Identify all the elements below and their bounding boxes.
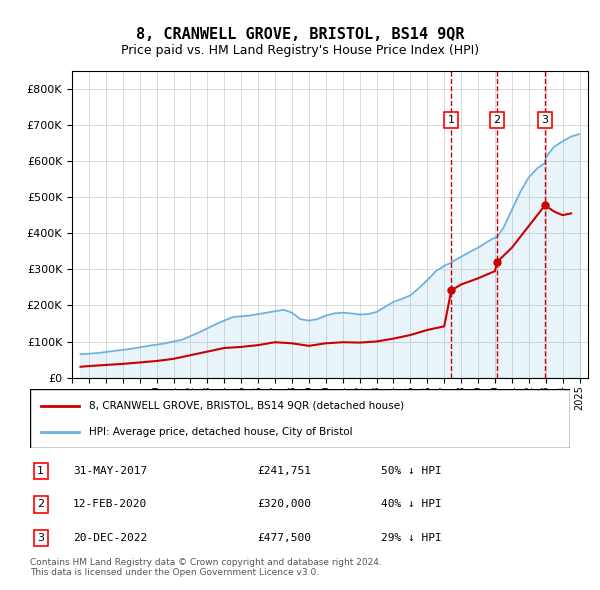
Text: £477,500: £477,500 (257, 533, 311, 543)
Text: £320,000: £320,000 (257, 500, 311, 509)
Text: 29% ↓ HPI: 29% ↓ HPI (381, 533, 442, 543)
Text: 1: 1 (37, 466, 44, 476)
Text: 12-FEB-2020: 12-FEB-2020 (73, 500, 148, 509)
Text: 8, CRANWELL GROVE, BRISTOL, BS14 9QR: 8, CRANWELL GROVE, BRISTOL, BS14 9QR (136, 27, 464, 41)
Text: 31-MAY-2017: 31-MAY-2017 (73, 466, 148, 476)
Text: Contains HM Land Registry data © Crown copyright and database right 2024.
This d: Contains HM Land Registry data © Crown c… (30, 558, 382, 577)
Text: 40% ↓ HPI: 40% ↓ HPI (381, 500, 442, 509)
Text: 2: 2 (37, 500, 44, 509)
Text: HPI: Average price, detached house, City of Bristol: HPI: Average price, detached house, City… (89, 427, 353, 437)
Text: Price paid vs. HM Land Registry's House Price Index (HPI): Price paid vs. HM Land Registry's House … (121, 44, 479, 57)
Text: 20-DEC-2022: 20-DEC-2022 (73, 533, 148, 543)
FancyBboxPatch shape (30, 389, 570, 448)
Text: 8, CRANWELL GROVE, BRISTOL, BS14 9QR (detached house): 8, CRANWELL GROVE, BRISTOL, BS14 9QR (de… (89, 401, 404, 411)
Text: 3: 3 (542, 115, 548, 125)
Text: £241,751: £241,751 (257, 466, 311, 476)
Text: 1: 1 (448, 115, 455, 125)
Text: 2: 2 (493, 115, 500, 125)
Text: 3: 3 (37, 533, 44, 543)
Text: 50% ↓ HPI: 50% ↓ HPI (381, 466, 442, 476)
